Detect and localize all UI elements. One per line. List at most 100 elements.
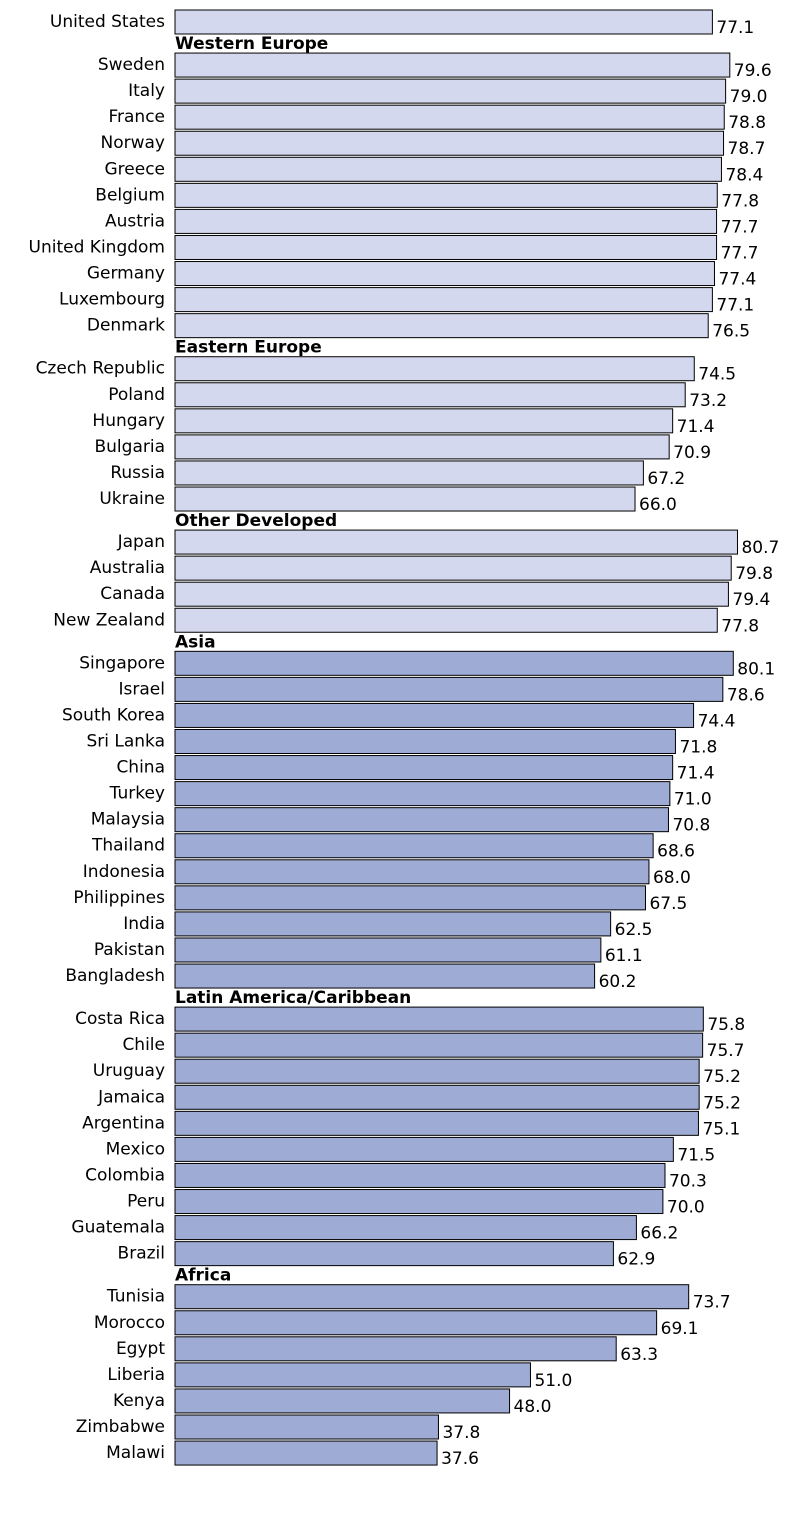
value-label: 66.2 <box>640 1224 678 1244</box>
value-label: 75.2 <box>703 1067 741 1087</box>
group-heading: Other Developed <box>175 511 337 531</box>
category-label: Costa Rica <box>75 1009 165 1029</box>
bar <box>174 486 636 512</box>
bar <box>174 1110 699 1136</box>
value-label: 71.4 <box>677 417 715 437</box>
bar <box>174 607 718 633</box>
value-label: 78.4 <box>725 165 763 185</box>
value-label: 75.8 <box>707 1015 745 1035</box>
value-label: 73.2 <box>689 391 727 411</box>
value-label: 79.0 <box>730 87 768 107</box>
bar <box>174 963 596 989</box>
category-label: Italy <box>128 81 165 101</box>
bar <box>174 1032 704 1058</box>
category-label: Liberia <box>107 1365 165 1385</box>
category-label: Canada <box>100 584 165 604</box>
category-label: Bulgaria <box>95 437 166 457</box>
value-label: 61.1 <box>605 946 643 966</box>
value-label: 71.5 <box>677 1145 715 1165</box>
bar <box>174 729 676 754</box>
category-label: Denmark <box>87 316 165 336</box>
category-label: India <box>123 914 165 934</box>
value-label: 73.7 <box>693 1293 731 1313</box>
bar <box>174 287 713 313</box>
bar <box>174 859 650 885</box>
category-label: Ukraine <box>99 489 165 509</box>
bar <box>174 1284 690 1310</box>
category-label: Argentina <box>82 1113 165 1133</box>
value-label: 67.2 <box>647 469 685 489</box>
value-label: 77.1 <box>716 296 754 316</box>
bar <box>174 1362 531 1388</box>
category-label: Kenya <box>113 1391 165 1411</box>
category-label: Peru <box>127 1192 165 1212</box>
group-3: Other Developed Japan 80.7 Australia 79.8 Can… <box>53 511 779 636</box>
category-label: Egypt <box>116 1339 165 1359</box>
value-label: 70.3 <box>669 1171 707 1191</box>
bar <box>174 1136 674 1162</box>
category-label: Germany <box>87 264 165 284</box>
bar <box>174 581 729 607</box>
value-label: 77.4 <box>718 270 756 290</box>
bar <box>174 434 670 460</box>
category-label: Guatemala <box>71 1218 165 1238</box>
category-label: Thailand <box>91 836 165 856</box>
category-label: Zimbabwe <box>76 1417 165 1437</box>
bar <box>174 208 718 234</box>
bar <box>174 1215 637 1241</box>
group-1: Western Europe Sweden 79.6 Italy 79.0 France 7… <box>29 34 772 342</box>
category-label: Luxembourg <box>59 290 165 310</box>
group-heading: Asia <box>175 632 216 652</box>
category-label: Morocco <box>94 1313 165 1333</box>
category-label: Japan <box>117 532 165 552</box>
category-label: Poland <box>108 385 165 405</box>
value-label: 77.8 <box>721 616 759 636</box>
group-0: United States 77.1 <box>50 9 754 38</box>
bar <box>174 156 722 182</box>
category-label: Pakistan <box>94 940 165 960</box>
value-label: 70.9 <box>673 443 711 463</box>
bar <box>174 1189 664 1215</box>
group-6: Africa Tunisia 73.7 Morocco 69.1 Egypt 63.3 Lib… <box>76 1266 731 1469</box>
category-label: China <box>116 758 165 778</box>
bar <box>174 382 686 408</box>
category-label: Chile <box>122 1035 165 1055</box>
bar <box>174 234 718 260</box>
category-label: Singapore <box>79 653 165 673</box>
value-label: 75.7 <box>707 1041 745 1061</box>
value-label: 71.8 <box>679 738 717 758</box>
bar <box>174 676 724 702</box>
bar <box>174 1336 617 1362</box>
category-label: Bangladesh <box>65 966 165 986</box>
value-label: 77.7 <box>721 217 759 237</box>
value-label: 79.8 <box>735 564 773 584</box>
bar <box>174 1084 700 1110</box>
category-label: Malawi <box>106 1443 165 1463</box>
category-label: Israel <box>119 679 165 699</box>
value-label: 80.7 <box>741 538 779 558</box>
group-2: Eastern Europe Czech Republic 74.5 Poland 73… <box>36 338 737 515</box>
category-label: Uruguay <box>93 1061 165 1081</box>
category-label: Hungary <box>92 411 165 431</box>
group-heading: Eastern Europe <box>175 338 322 358</box>
category-label: Tunisia <box>106 1287 165 1307</box>
value-label: 76.5 <box>712 322 750 342</box>
bar <box>174 1162 666 1188</box>
bar <box>174 555 732 581</box>
category-label: Colombia <box>85 1165 165 1185</box>
bar <box>174 408 674 434</box>
value-label: 60.2 <box>599 972 637 992</box>
category-label: South Korea <box>62 705 165 725</box>
bar <box>174 78 727 104</box>
value-label: 80.1 <box>737 659 775 679</box>
value-label: 37.6 <box>441 1449 479 1469</box>
category-label: Greece <box>104 159 165 179</box>
group-heading: Western Europe <box>175 34 328 54</box>
value-label: 71.4 <box>677 764 715 784</box>
value-label: 37.8 <box>442 1423 480 1443</box>
value-label: 75.1 <box>702 1119 740 1139</box>
bar <box>174 650 734 676</box>
bar <box>174 52 731 78</box>
bar <box>174 755 674 781</box>
bar <box>174 182 718 208</box>
